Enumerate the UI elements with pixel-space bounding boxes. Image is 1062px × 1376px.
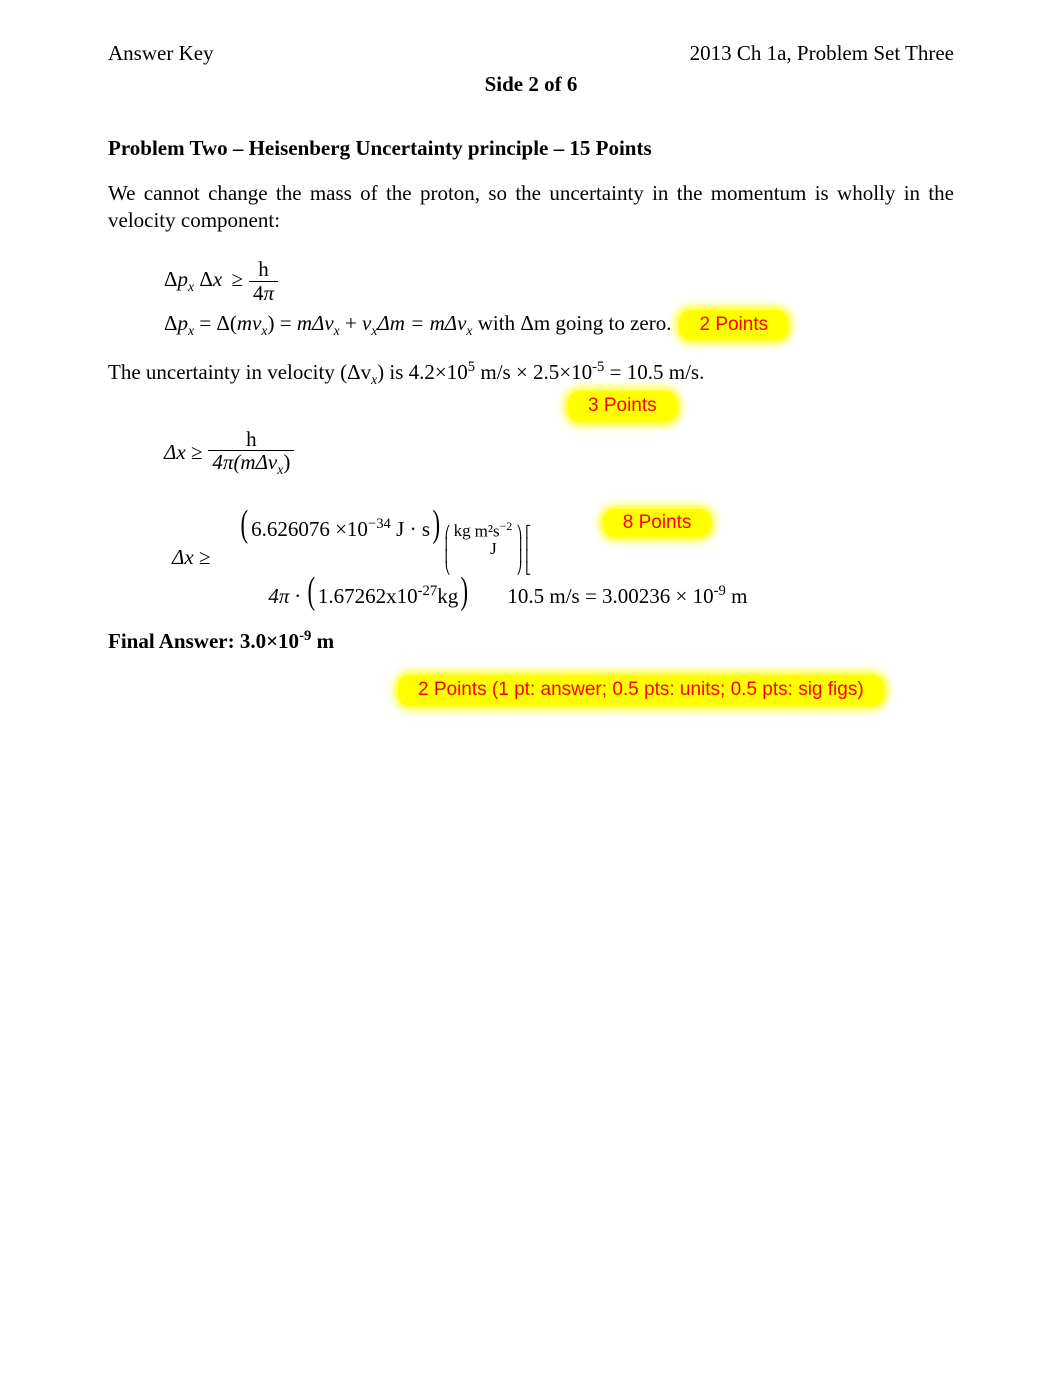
pi: π <box>263 281 274 305</box>
uexp: −2 <box>500 519 513 533</box>
eq1-num: h <box>254 258 273 280</box>
mexp: -27 <box>418 583 438 599</box>
glyph-col-1: ⎛⎜⎜⎝ <box>445 526 450 574</box>
dm: Δm = mΔv <box>377 311 466 335</box>
ul-end: = 10.5 m/s. <box>604 360 704 384</box>
velres: 10.5 m/s = 3.00236 × 10 <box>507 584 713 608</box>
delta2: Δ <box>199 267 213 291</box>
eq1-dp: Δpx Δx ≥ <box>164 266 247 296</box>
hval: 6.626076 ×10 <box>251 517 368 541</box>
calc-dx: Δx ≥ <box>172 544 216 571</box>
hexp: −34 <box>368 516 391 532</box>
fa-exp: -9 <box>299 628 311 644</box>
eq3-den-close: ) <box>283 450 290 474</box>
problem-title: Problem Two – Heisenberg Uncertainty pri… <box>108 135 954 162</box>
close: ) = <box>267 311 296 335</box>
unit-stack: m²s−2J <box>473 520 515 558</box>
eq3-den: 4π(mΔvx) <box>208 450 294 478</box>
ul-post: ) is 4.2×10 <box>377 360 468 384</box>
header-right: 2013 Ch 1a, Problem Set Three <box>690 40 954 67</box>
ul-mid: m/s × 2.5×10 <box>475 360 592 384</box>
munit: kg <box>437 584 458 608</box>
geq: ≥ <box>227 267 247 291</box>
eq3-lhs: Δx ≥ <box>164 439 206 466</box>
ul-dvx: Δv <box>347 360 371 384</box>
calc-num: (6.626076 ×10−34 J · s)⎛⎜⎜⎝kg m²s−2J⎞⎟⎟⎠… <box>216 507 711 574</box>
document-page: Answer Key 2013 Ch 1a, Problem Set Three… <box>0 0 1062 706</box>
m: m <box>237 311 252 335</box>
rparen-icon: ) <box>433 507 441 541</box>
hunit: J · s <box>391 517 430 541</box>
eq1-den: 4π <box>249 281 278 304</box>
header-left: Answer Key <box>108 40 214 67</box>
eqop: = Δ( <box>194 311 237 335</box>
final-answer: Final Answer: 3.0×10-9 m <box>108 627 954 655</box>
vx: v <box>362 311 371 335</box>
ul-e1: 5 <box>468 359 475 375</box>
calc-row: Δx ≥ (6.626076 ×10−34 J · s) ⎛⎜⎜⎝ kg m²s−2… <box>172 507 954 608</box>
uncertainty-line: The uncertainty in velocity (Δvx) is 4.2… <box>108 358 954 389</box>
eq1-row: Δpx Δx ≥ h 4π <box>164 258 954 303</box>
eq3-num: h <box>242 428 261 450</box>
eq3-row: Δx ≥ h 4π(mΔvx) <box>164 428 954 478</box>
calc-den: 4π · (1.67262x10-27kg) 10.5 m/s = 3.0023… <box>216 574 747 608</box>
resexp: -9 <box>714 583 726 599</box>
points-3-wrap: 3 Points <box>108 391 954 422</box>
header-center: Side 2 of 6 <box>108 71 954 98</box>
points-badge-3: 3 Points <box>568 391 677 422</box>
t2: mΔv <box>297 311 334 335</box>
calc-block: Δx ≥ (6.626076 ×10−34 J · s) ⎛⎜⎜⎝ kg m²s−2… <box>172 507 954 608</box>
fa-unit: m <box>311 629 334 653</box>
header-row: Answer Key 2013 Ch 1a, Problem Set Three <box>108 40 954 67</box>
blank <box>460 540 464 558</box>
calc-frac: (6.626076 ×10−34 J · s)⎛⎜⎜⎝kg m²s−2J⎞⎟⎟⎠… <box>216 507 747 608</box>
eq2-expr: Δpx = Δ(mvx) = mΔvx + vxΔm = mΔvx with Δ… <box>164 310 671 340</box>
tail: with Δm going to zero. <box>472 311 671 335</box>
unit-bot: J <box>490 540 497 558</box>
denpre: 4π · <box>268 584 305 608</box>
eq3-den-text: 4π(mΔv <box>212 450 277 474</box>
problem-intro: We cannot change the mass of the proton,… <box>108 180 954 235</box>
rparen2-icon: ) <box>461 574 469 608</box>
sub-x: x <box>188 279 194 294</box>
ul-e2: -5 <box>592 359 604 375</box>
four: 4 <box>253 281 264 305</box>
final-points-row: 2 Points (1 pt: answer; 0.5 pts: units; … <box>108 675 954 706</box>
glyph-col-2: ⎞⎟⎟⎠ <box>516 526 521 574</box>
resunit: m <box>726 584 748 608</box>
glyph-pipe: ⎡⎢⎢⎣ <box>525 526 530 574</box>
delta: Δ <box>164 267 178 291</box>
equation-block-1: Δpx Δx ≥ h 4π Δpx = Δ(mvx) = mΔvx + vxΔm… <box>164 258 954 340</box>
points-badge-final: 2 Points (1 pt: answer; 0.5 pts: units; … <box>398 675 884 706</box>
ul-pre: The uncertainty in velocity ( <box>108 360 347 384</box>
p: p <box>178 311 189 335</box>
eq2-row: Δpx = Δ(mvx) = mΔvx + vxΔm = mΔvx with Δ… <box>164 310 954 341</box>
massval: 1.67262x10 <box>318 584 418 608</box>
kg-stack: kg <box>452 522 473 558</box>
d: Δ <box>164 311 178 335</box>
points-badge-8: 8 Points <box>603 509 712 537</box>
unit-top: m²s−2 <box>475 520 513 541</box>
eq3-frac: h 4π(mΔvx) <box>208 428 294 478</box>
points-badge-2: 2 Points <box>679 310 788 341</box>
lparen2-icon: ( <box>308 574 316 608</box>
p: p <box>178 267 189 291</box>
xvar: x <box>213 267 222 291</box>
plus: + <box>340 311 362 335</box>
fa-label: Final Answer: 3.0×10 <box>108 629 299 653</box>
lparen-icon: ( <box>241 507 249 541</box>
eq1-frac: h 4π <box>249 258 278 303</box>
equation-block-3: Δx ≥ h 4π(mΔvx) <box>164 428 954 478</box>
kg: kg <box>454 522 471 540</box>
